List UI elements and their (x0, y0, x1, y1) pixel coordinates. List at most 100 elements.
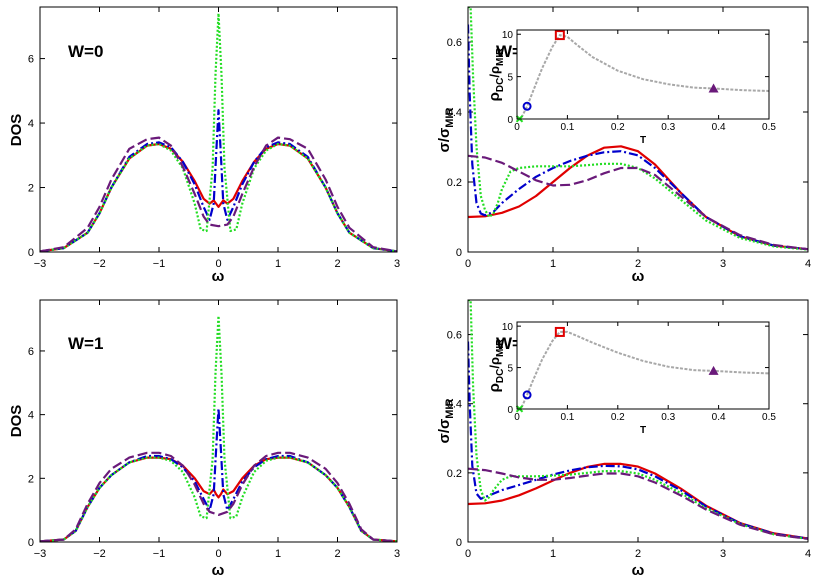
plot-frame (39, 6, 398, 253)
y-axis-label: DOS (8, 405, 25, 438)
inset-frame (516, 321, 770, 410)
y-tick-label: 0 (28, 537, 34, 549)
y-tick-label: 0 (456, 247, 462, 259)
x-axis-label: ω (212, 562, 225, 579)
inset-y-tick-label: 5 (507, 73, 513, 84)
y-tick-label: 0.6 (447, 37, 462, 49)
panel-label: W=0 (68, 42, 103, 61)
y-tick-label: 2 (28, 183, 34, 195)
inset-x-tick-label: 0.3 (661, 412, 675, 423)
series-line-solid (468, 462, 808, 540)
x-tick-label: 2 (334, 548, 340, 560)
inset-x-tick-label: 0.2 (611, 122, 625, 133)
inset-x-tick-label: 0.1 (560, 412, 574, 423)
x-tick-label: 2 (635, 548, 641, 560)
x-tick-label: −3 (34, 548, 47, 560)
x-tick-label: 0 (215, 258, 221, 270)
inset-x-axis-label: T (640, 135, 646, 146)
x-tick-label: 3 (394, 548, 400, 560)
x-tick-label: 0 (465, 548, 471, 560)
x-tick-label: 4 (805, 258, 811, 270)
series-line-solid (40, 142, 397, 252)
panel-1: −3 −2 −1 0 1 2 3 0 2 4 6 ω DOS W=0 (8, 6, 400, 285)
x-tick-label: −3 (34, 258, 47, 270)
inset-marker-circle (522, 101, 532, 111)
y-tick-label: 0 (28, 247, 34, 259)
x-tick-label: 0 (465, 258, 471, 270)
series-line-dashed (468, 467, 808, 540)
y-tick-label: 0.6 (447, 330, 462, 342)
inset-x-axis-label: T (640, 425, 646, 436)
inset-marker-square (554, 30, 565, 41)
inset-y-tick-label: 5 (507, 364, 513, 375)
plot-frame (39, 299, 398, 543)
x-tick-label: 1 (550, 548, 556, 560)
x-axis-label: ω (632, 268, 645, 285)
x-tick-label: 1 (275, 548, 281, 560)
inset-marker-square (554, 326, 565, 337)
plot-frame (467, 6, 809, 253)
x-tick-label: −2 (93, 548, 106, 560)
x-tick-label: −1 (153, 258, 166, 270)
x-axis-label: ω (632, 562, 645, 579)
inset-y-tick-label: 10 (502, 322, 514, 333)
inset-x-tick-label: 0.1 (560, 122, 574, 133)
x-axis-label: ω (212, 268, 225, 285)
inset-x-tick-label: 0.5 (762, 122, 776, 133)
inset-y-axis-label: ρDC/ρMIR (486, 338, 506, 392)
y-tick-label: 4 (28, 118, 34, 130)
y-tick-label: 0.2 (447, 177, 462, 189)
y-axis-label: σ/σMIR (436, 108, 456, 153)
inset-x-tick-label: 0.3 (661, 122, 675, 133)
inset-x-tick-label: 0.2 (611, 412, 625, 423)
x-tick-label: −1 (153, 548, 166, 560)
x-tick-label: 4 (805, 548, 811, 560)
series-line-dashdot (468, 341, 808, 540)
inset-x-tick-label: 0.4 (712, 122, 726, 133)
y-tick-label: 0.4 (447, 107, 462, 119)
x-tick-label: −2 (93, 258, 106, 270)
x-tick-label: 2 (635, 258, 641, 270)
y-tick-label: 2 (28, 473, 34, 485)
series-line-dotted (40, 12, 397, 252)
inset-curve (516, 330, 770, 410)
plot-frame (467, 299, 809, 543)
panel-3: −3 −2 −1 0 1 2 3 0 2 4 6 ω DOS W=1 (8, 299, 400, 579)
y-tick-label: 6 (28, 54, 34, 66)
inset-marker-triangle (708, 365, 719, 375)
series-line-solid (468, 145, 808, 251)
x-tick-label: 3 (720, 258, 726, 270)
inset-curve (516, 33, 770, 120)
inset-marker-triangle (708, 83, 719, 93)
y-tick-label: 0.2 (447, 468, 462, 480)
series-line-dashdot (40, 109, 397, 252)
inset-x-tick-label: 0.4 (712, 412, 726, 423)
y-tick-label: 0 (456, 537, 462, 549)
inset-x-tick-label: 0 (514, 122, 520, 133)
x-tick-label: 3 (394, 258, 400, 270)
panel-label: W=1 (68, 334, 103, 353)
inset-y-tick-label: 0 (507, 405, 513, 416)
series-line-dashed (40, 451, 397, 542)
series-line-dashed (40, 136, 397, 252)
y-tick-label: 6 (28, 346, 34, 358)
inset-x-tick-label: 0 (514, 412, 520, 423)
x-tick-label: 1 (275, 258, 281, 270)
series-line-dotted (468, 300, 808, 540)
inset-y-axis-label: ρDC/ρMIR (486, 47, 506, 101)
inset-marker-circle (522, 390, 532, 400)
x-tick-label: 3 (720, 548, 726, 560)
inset-frame (516, 29, 770, 120)
series-line-dashdot (40, 407, 397, 542)
y-tick-label: 0.4 (447, 399, 462, 411)
x-tick-label: 1 (550, 258, 556, 270)
inset-y-tick-label: 0 (507, 115, 513, 126)
series-line-dotted (40, 314, 397, 542)
inset-y-tick-label: 10 (502, 30, 514, 41)
inset-x-tick-label: 0.5 (762, 412, 776, 423)
y-axis-label: DOS (8, 114, 25, 147)
